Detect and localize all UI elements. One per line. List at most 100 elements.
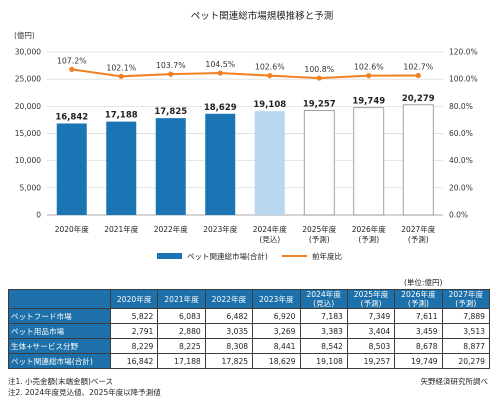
table-header-cell: 2020年度 — [109, 289, 159, 309]
y-tick-label: 15,000 — [15, 129, 41, 138]
bar — [155, 118, 186, 215]
table-header-cell: 2022年度 — [204, 289, 254, 309]
table-row: ペット用品市場 2,791 2,880 3,035 3,269 3,383 3,404 3,4… — [8, 323, 491, 339]
x-tick-label: 2023年度 — [203, 224, 238, 234]
bar — [254, 111, 285, 215]
y-axis-left: 0 5,000 10,000 15,000 20,000 25,000 30,000 — [15, 48, 41, 220]
table-cell: 7,349 — [346, 308, 396, 324]
x-tick-label: 2024年度 — [253, 224, 288, 234]
y-tick-label: 10,000 — [15, 156, 41, 165]
x-tick-label: 2026年度 — [352, 224, 387, 234]
growth-point — [366, 73, 372, 79]
x-tick-label: 2027年度 — [401, 224, 436, 234]
table-cell: 7,611 — [394, 308, 443, 324]
y2-tick-label: 100.0% — [449, 75, 478, 84]
bar-value-labels: 16,842 17,188 17,825 18,629 19,108 19,257 19,7… — [55, 94, 434, 123]
table-header-row: 2020年度 2021年度 2022年度 2023年度 2024年度 (見込) 2025年度… — [8, 289, 491, 309]
table-cell: 3,383 — [299, 323, 348, 339]
table-cell: 6,083 — [157, 308, 206, 324]
row-label: ペットフード市場 — [8, 308, 111, 324]
growth-value-label: 103.7% — [156, 61, 186, 70]
growth-value-label: 102.6% — [354, 63, 384, 72]
table-unit: (単位:億円) — [404, 278, 443, 287]
table-cell: 16,842 — [109, 353, 159, 369]
bar-value-label: 20,279 — [402, 94, 435, 104]
source-credit: 矢野経済研究所調べ — [420, 377, 489, 386]
growth-point — [267, 73, 273, 79]
bar — [303, 109, 335, 216]
table-cell: 7,183 — [299, 308, 348, 324]
table-header-cell: 2026年度 (予測) — [394, 289, 443, 309]
table-header-cell: 2025年度 (予測) — [346, 289, 396, 309]
x-tick-label: 2025年度 — [302, 224, 337, 234]
table-cell: 3,404 — [346, 323, 396, 339]
bar — [402, 104, 434, 216]
table-cell: 18,629 — [252, 353, 301, 369]
table-cell: 8,678 — [394, 338, 443, 354]
table-cell: 17,825 — [204, 353, 254, 369]
table-cell: 8,225 — [157, 338, 206, 354]
bar — [56, 123, 87, 215]
footnotes: 注1. 小売金額(末端金額)ベース 注2. 2024年度見込値、2025年度以降… — [8, 376, 161, 398]
growth-point — [415, 72, 421, 79]
table-header-cell: 2024年度 (見込) — [299, 289, 348, 309]
y2-tick-label: 20.0% — [449, 183, 473, 192]
data-table: 2020年度 2021年度 2022年度 2023年度 2024年度 (見込) 2025年度… — [8, 289, 491, 369]
y-tick-label: 30,000 — [15, 48, 41, 57]
y2-tick-label: 60.0% — [449, 129, 473, 138]
growth-point — [118, 73, 124, 79]
row-label: ペット関連総市場(合計) — [8, 353, 111, 369]
growth-point — [168, 71, 174, 77]
row-label: 生体+サービス分野 — [8, 338, 111, 354]
chart-title: ペット関連総市場規模推移と予測 — [191, 10, 334, 22]
bar-series — [56, 104, 434, 216]
bar-value-label: 18,629 — [204, 103, 237, 113]
bar-value-label: 17,188 — [105, 111, 138, 121]
table-cell: 20,279 — [441, 353, 491, 369]
table-body: ペットフード市場 5,822 6,083 6,482 6,920 7,183 7,349 7,… — [8, 308, 491, 369]
growth-point — [69, 66, 75, 72]
note-2: 注2. 2024年度見込値、2025年度以降予測値 — [8, 388, 161, 397]
table-cell: 8,308 — [204, 338, 254, 354]
growth-value-label: 102.1% — [106, 63, 136, 72]
bar-value-label: 19,749 — [352, 97, 385, 107]
y-tick-label: 25,000 — [15, 75, 41, 84]
y2-tick-label: 80.0% — [449, 102, 473, 111]
table-cell: 6,920 — [252, 308, 301, 324]
table-cell: 8,542 — [299, 338, 348, 354]
growth-value-label: 107.2% — [57, 56, 87, 65]
bar-value-label: 19,108 — [253, 100, 286, 110]
table-cell: 3,513 — [441, 323, 491, 339]
market-chart: ペット関連総市場規模推移と予測 (億円) 0 5,000 10,000 15,000 2… — [14, 10, 478, 261]
bar — [106, 121, 137, 215]
legend-line-label: 前年度比 — [312, 251, 342, 261]
growth-value-label: 100.8% — [304, 65, 334, 74]
x-tick-label: (予測) — [408, 234, 429, 244]
legend-bar-label: ペット関連総市場(合計) — [187, 251, 268, 261]
table-header-cell: 2021年度 — [157, 289, 206, 309]
bar-value-label: 17,825 — [154, 107, 187, 117]
table-cell: 8,877 — [441, 338, 491, 354]
table-cell: 8,441 — [252, 338, 301, 354]
table-cell: 8,503 — [346, 338, 396, 354]
table-cell: 17,188 — [157, 353, 206, 369]
table-cell: 8,229 — [109, 338, 159, 354]
table-cell: 19,749 — [394, 353, 443, 369]
table-header-cell: 2023年度 — [252, 289, 301, 309]
table-cell: 3,269 — [252, 323, 301, 339]
growth-value-label: 104.5% — [205, 60, 235, 69]
bar — [205, 113, 236, 215]
table-cell: 2,791 — [109, 323, 159, 339]
table-header-cell: 2027年度 (予測) — [441, 289, 491, 309]
x-tick-label: 2020年度 — [55, 224, 90, 234]
y2-tick-label: 120.0% — [449, 48, 478, 57]
growth-value-label: 102.6% — [255, 63, 285, 72]
table-row: ペットフード市場 5,822 6,083 6,482 6,920 7,183 7,349 7,… — [8, 308, 491, 324]
x-tick-label: 2021年度 — [104, 224, 139, 234]
growth-value-label: 102.7% — [403, 62, 433, 71]
table-row: 生体+サービス分野 8,229 8,225 8,308 8,441 8,542 8,503 8… — [8, 338, 491, 354]
legend-bar-swatch — [157, 253, 182, 259]
y2-tick-label: 0.0% — [449, 211, 468, 220]
y-axis-right: 0.0% 20.0% 40.0% 60.0% 80.0% 100.0% 120.0% — [449, 48, 478, 220]
note-1: 注1. 小売金額(末端金額)ベース — [8, 377, 114, 386]
